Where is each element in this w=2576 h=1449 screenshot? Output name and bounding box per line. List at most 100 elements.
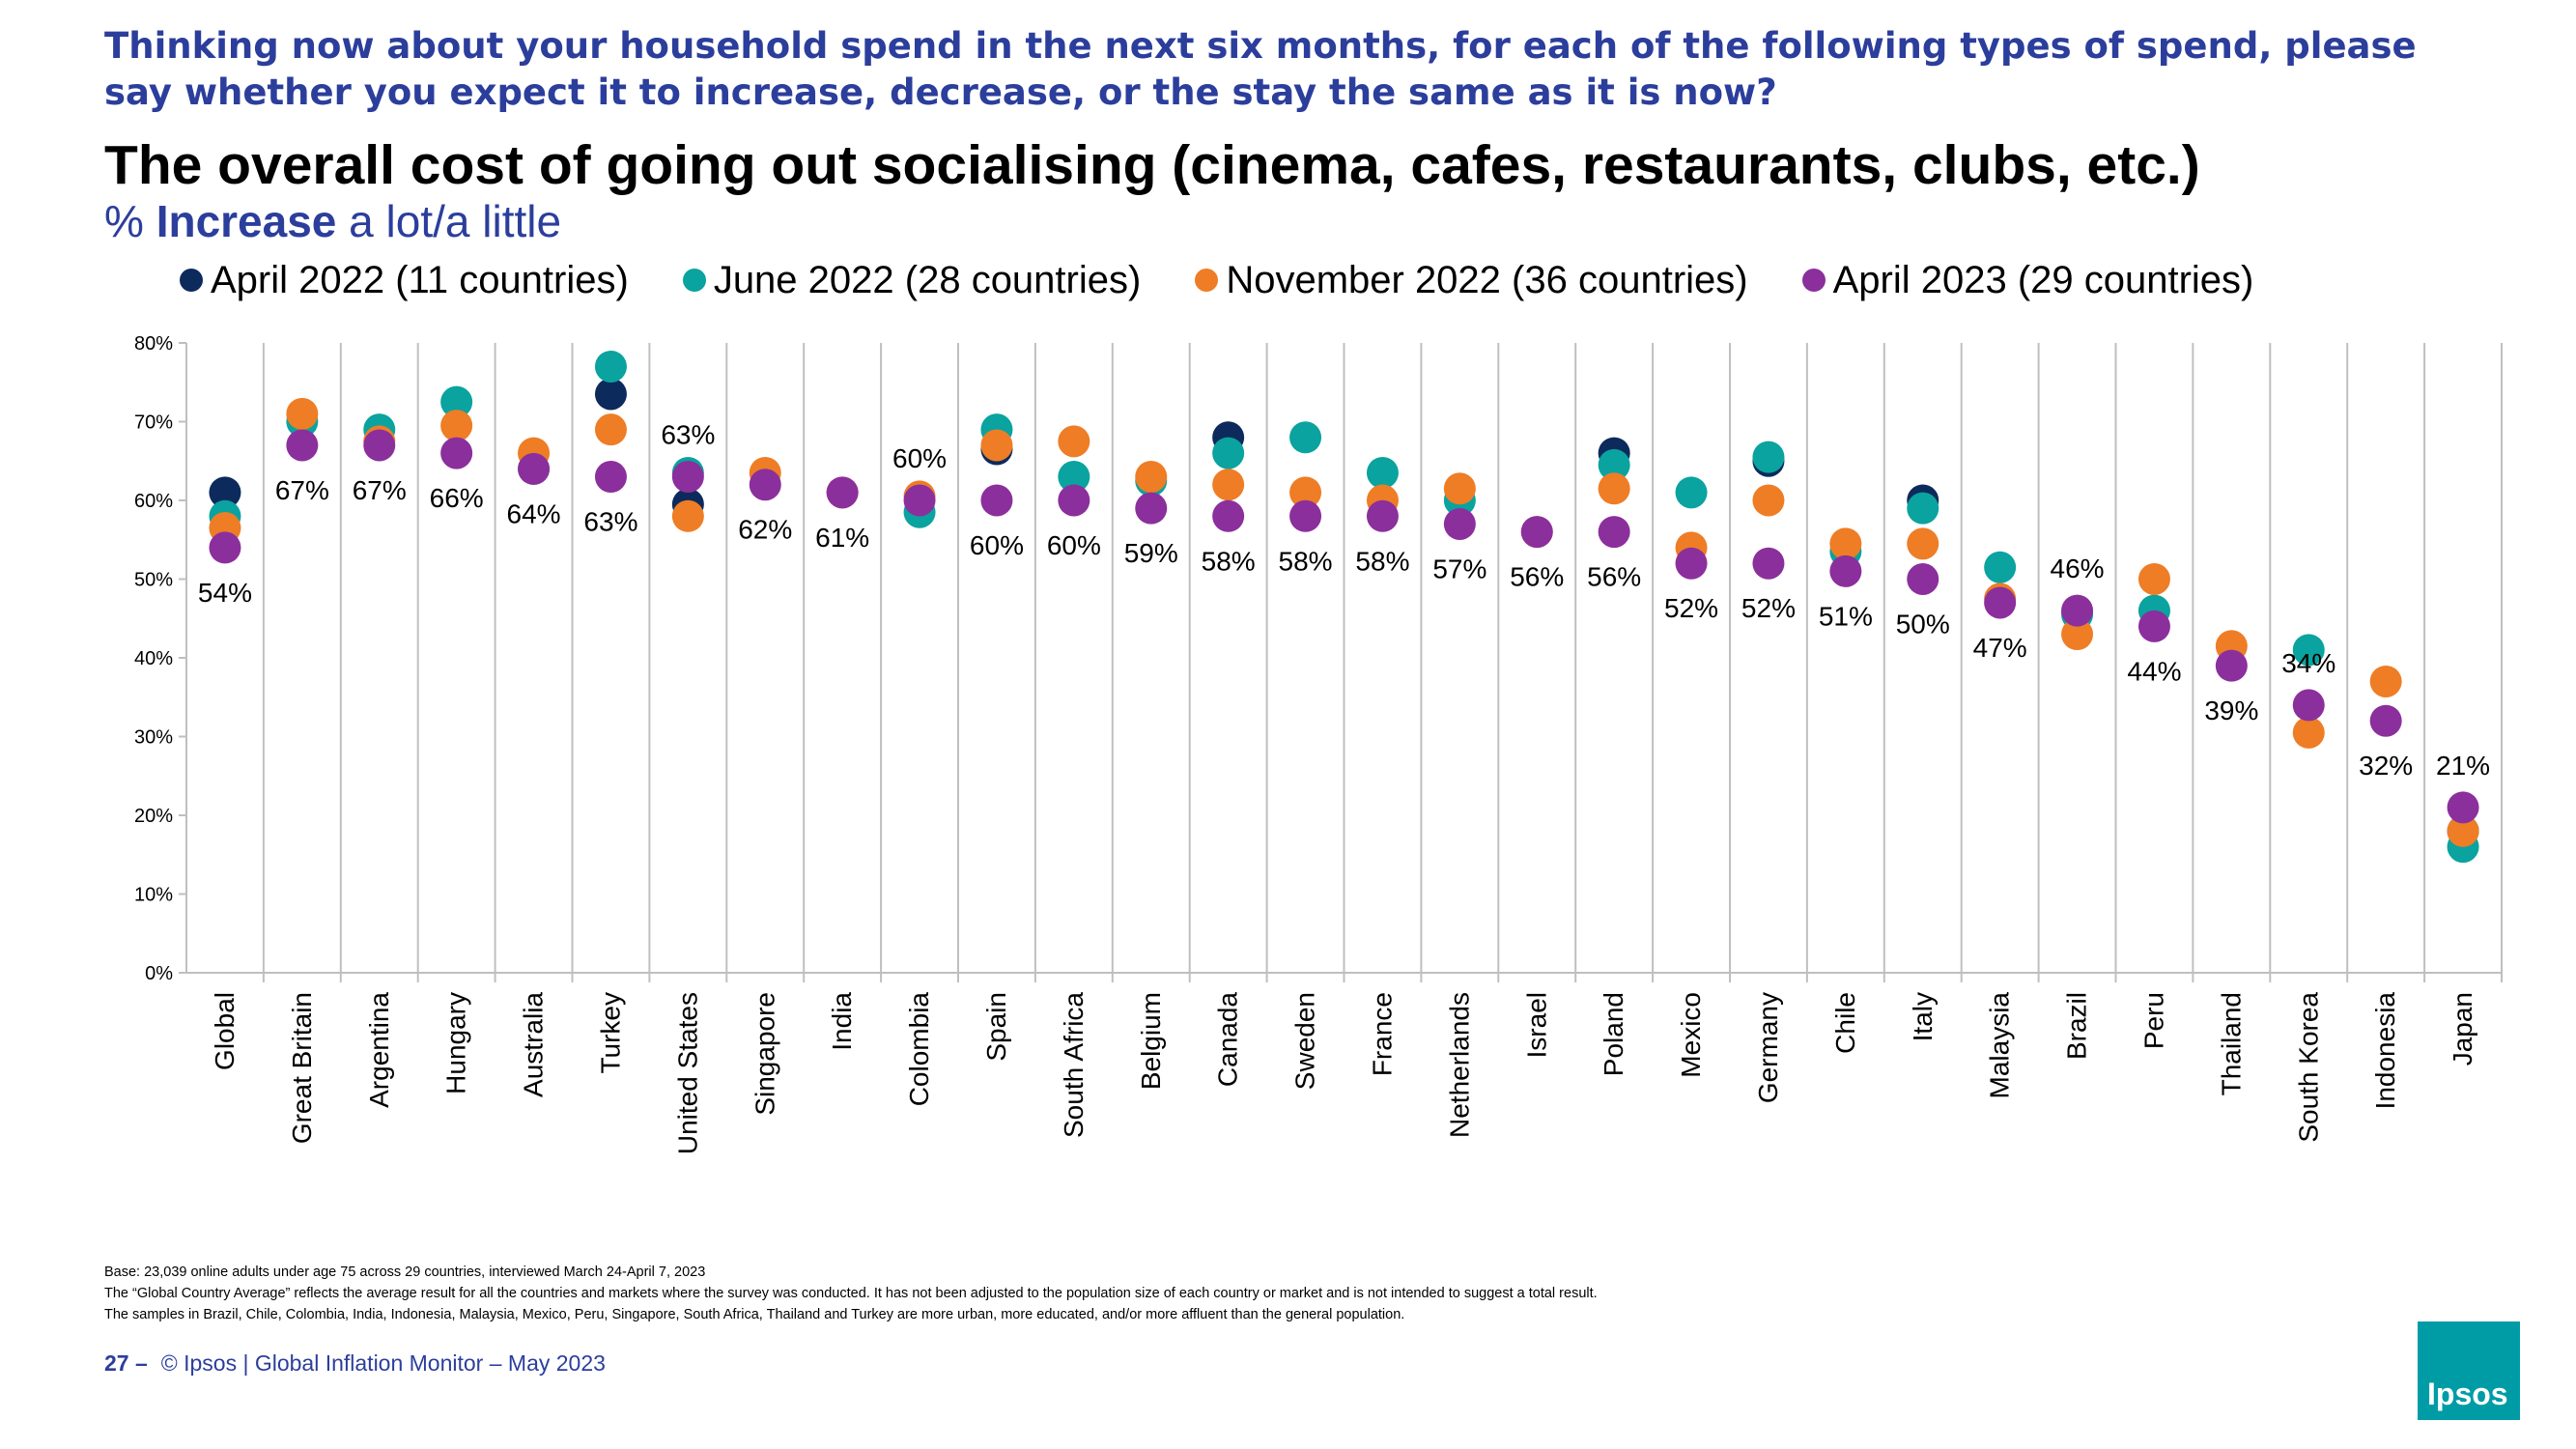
footer-text: © Ipsos | Global Inflation Monitor – May… — [160, 1350, 606, 1376]
x-tick-label: Canada — [1213, 992, 1243, 1088]
data-point-series-4 — [1984, 586, 2017, 619]
data-point-series-4 — [1443, 507, 1476, 540]
data-point-series-4 — [903, 484, 936, 517]
data-point-series-2 — [440, 385, 473, 418]
data-label: 34% — [2281, 648, 2335, 678]
x-tick-label: Turkey — [595, 992, 625, 1074]
chart-title: The overall cost of going out socialisin… — [104, 134, 2200, 196]
data-point-series-3 — [1598, 472, 1630, 505]
data-point-series-4 — [1752, 547, 1785, 580]
data-point-series-4 — [518, 452, 551, 485]
legend-item-november-2022: November 2022 (36 countries) — [1195, 258, 1748, 302]
data-point-series-3 — [2369, 665, 2402, 697]
data-point-series-4 — [2292, 689, 2325, 722]
data-label: 60% — [970, 530, 1024, 560]
data-label: 67% — [353, 475, 407, 505]
x-tick-label: Spain — [981, 992, 1011, 1062]
chart-subtitle: % Increase a lot/a little — [104, 195, 561, 247]
data-label: 60% — [892, 443, 947, 473]
data-point-series-4 — [1675, 547, 1708, 580]
data-label: 57% — [1432, 554, 1486, 583]
footer: 27 – © Ipsos | Global Inflation Monitor –… — [104, 1350, 606, 1377]
logo-text: Ipsos — [2427, 1377, 2508, 1411]
subtitle-suffix: a lot/a little — [336, 196, 562, 246]
data-point-series-4 — [1907, 563, 1939, 595]
x-tick-label: Argentina — [364, 992, 394, 1108]
data-point-series-4 — [440, 437, 473, 469]
data-label: 50% — [1896, 610, 1950, 639]
data-point-series-4 — [1366, 499, 1399, 532]
data-label: 61% — [815, 523, 869, 553]
legend-item-april-2022: April 2022 (11 countries) — [180, 259, 629, 302]
data-point-series-3 — [2292, 716, 2325, 749]
data-point-series-3 — [1752, 484, 1785, 517]
data-point-series-2 — [1212, 437, 1245, 469]
data-point-series-4 — [749, 469, 781, 501]
data-label: 63% — [661, 420, 715, 450]
data-point-series-3 — [1289, 476, 1322, 509]
data-point-series-4 — [1598, 516, 1630, 549]
data-label: 56% — [1587, 562, 1641, 592]
data-point-series-3 — [1135, 461, 1168, 494]
data-point-series-2 — [1289, 421, 1322, 454]
chart-legend: April 2022 (11 countries) June 2022 (28 … — [180, 255, 2307, 305]
data-point-series-4 — [826, 476, 859, 509]
data-point-series-3 — [1212, 469, 1245, 501]
legend-dot-november-2022 — [1195, 269, 1219, 292]
data-label: 56% — [1510, 562, 1564, 592]
data-point-series-2 — [1984, 551, 2017, 583]
data-point-series-2 — [1675, 476, 1708, 509]
scatter-chart: 0% 10% 20% 30% 40% 50% 60% 70% 80% Global Great Br… — [134, 333, 2503, 1154]
data-point-series-4 — [2061, 594, 2094, 627]
data-point-series-4 — [980, 484, 1013, 517]
data-label: 21% — [2436, 751, 2490, 781]
survey-question: Thinking now about your household spend … — [104, 25, 2417, 113]
x-tick-label: Singapore — [750, 992, 779, 1116]
y-tick-label: 70% — [134, 412, 173, 434]
y-tick-label: 20% — [134, 806, 173, 827]
data-point-series-4 — [2447, 791, 2479, 824]
x-tick-label: Global — [210, 992, 240, 1070]
x-tick-label: Belgium — [1136, 992, 1166, 1090]
data-point-series-3 — [2137, 563, 2170, 595]
data-point-series-2 — [594, 350, 627, 383]
data-label: 32% — [2359, 751, 2413, 781]
legend-label: April 2022 (11 countries) — [211, 258, 629, 301]
legend-label: November 2022 (36 countries) — [1226, 258, 1748, 301]
x-tick-label: Poland — [1599, 992, 1628, 1076]
data-label: 58% — [1279, 546, 1333, 576]
data-label: 60% — [1047, 530, 1101, 560]
legend-dot-april-2022 — [180, 269, 203, 292]
y-tick-label: 50% — [134, 570, 173, 591]
data-point-series-2 — [1598, 448, 1630, 481]
data-label: 59% — [1124, 538, 1178, 568]
footnote-samples: The samples in Brazil, Chile, Colombia, … — [104, 1307, 1405, 1322]
subtitle-prefix: % — [104, 196, 156, 246]
data-point-series-3 — [980, 429, 1013, 462]
data-label: 52% — [1741, 593, 1796, 623]
x-tick-label: Netherlands — [1444, 992, 1474, 1138]
y-tick-label: 10% — [134, 885, 173, 906]
x-tick-label: Brazil — [2062, 992, 2092, 1060]
x-tick-label: Israel — [1521, 992, 1551, 1058]
data-label: 64% — [507, 498, 561, 528]
data-point-series-2 — [1752, 440, 1785, 473]
footnote-base: Base: 23,039 online adults under age 75 … — [104, 1264, 706, 1280]
data-point-series-3 — [671, 499, 704, 532]
data-point-series-3 — [1829, 527, 1862, 560]
data-point-series-4 — [2215, 649, 2248, 682]
legend-label: April 2023 (29 countries) — [1832, 258, 2254, 301]
x-tick-label: France — [1367, 992, 1397, 1076]
data-label: 58% — [1355, 546, 1409, 576]
data-label: 44% — [2127, 656, 2181, 686]
data-point-series-4 — [286, 429, 319, 462]
x-tick-label: Malaysia — [1985, 992, 2015, 1099]
subtitle-bold: Increase — [156, 196, 337, 246]
y-tick-label: 0% — [145, 963, 173, 984]
data-point-series-4 — [363, 429, 396, 462]
x-tick-label: Chile — [1830, 992, 1860, 1054]
data-point-series-2 — [1366, 456, 1399, 489]
data-point-series-1 — [594, 378, 627, 411]
x-tick-label: United States — [672, 992, 702, 1154]
data-label: 62% — [738, 515, 792, 545]
